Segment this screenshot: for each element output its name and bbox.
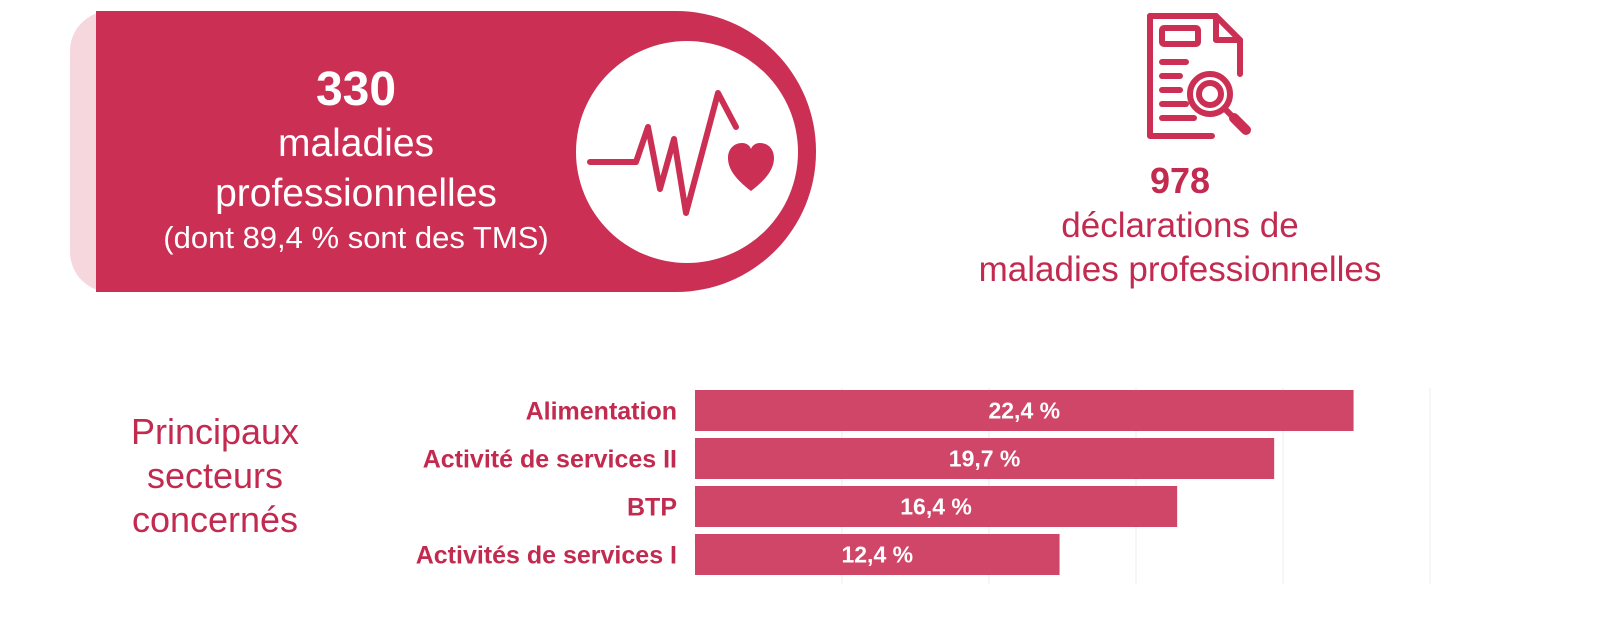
bar [695,390,1354,431]
category-label: Activités de services I [416,542,677,570]
bar [695,486,1178,527]
bar-value-label: 22,4 % [988,398,1060,424]
sectors-bar-chart: 22,4 % Alimentation 19,7 % Activité de serv… [416,388,1431,584]
disease-count: 330 [315,63,397,116]
document-search-icon [1147,13,1251,139]
category-label: Activité de services II [423,446,677,474]
bar [695,438,1275,479]
sectors-title-line3: concernés [131,499,299,540]
heartbeat-icon [587,90,774,216]
bar-value-label: 16,4 % [900,494,972,520]
heartbeat-badge [576,41,798,263]
disease-label-line1: maladies [277,122,435,165]
declaration-label-line1: déclarations de [1061,206,1299,245]
category-label: Alimentation [526,398,677,426]
disease-label-line2: professionnelles [215,172,497,215]
bar [695,534,1060,575]
sectors-title-line2: secteurs [146,455,284,496]
bar-value-label: 19,7 % [949,446,1021,472]
declaration-label-line2: maladies professionnelles [978,250,1382,289]
sectors-title-line1: Principaux [130,411,300,452]
declaration-count: 978 [1149,160,1211,201]
bar-value-label: 12,4 % [841,542,913,568]
category-label: BTP [627,494,677,522]
sectors-title: Principaux secteurs concernés [100,410,330,542]
disease-note: (dont 89,4 % sont des TMS) [163,220,549,255]
